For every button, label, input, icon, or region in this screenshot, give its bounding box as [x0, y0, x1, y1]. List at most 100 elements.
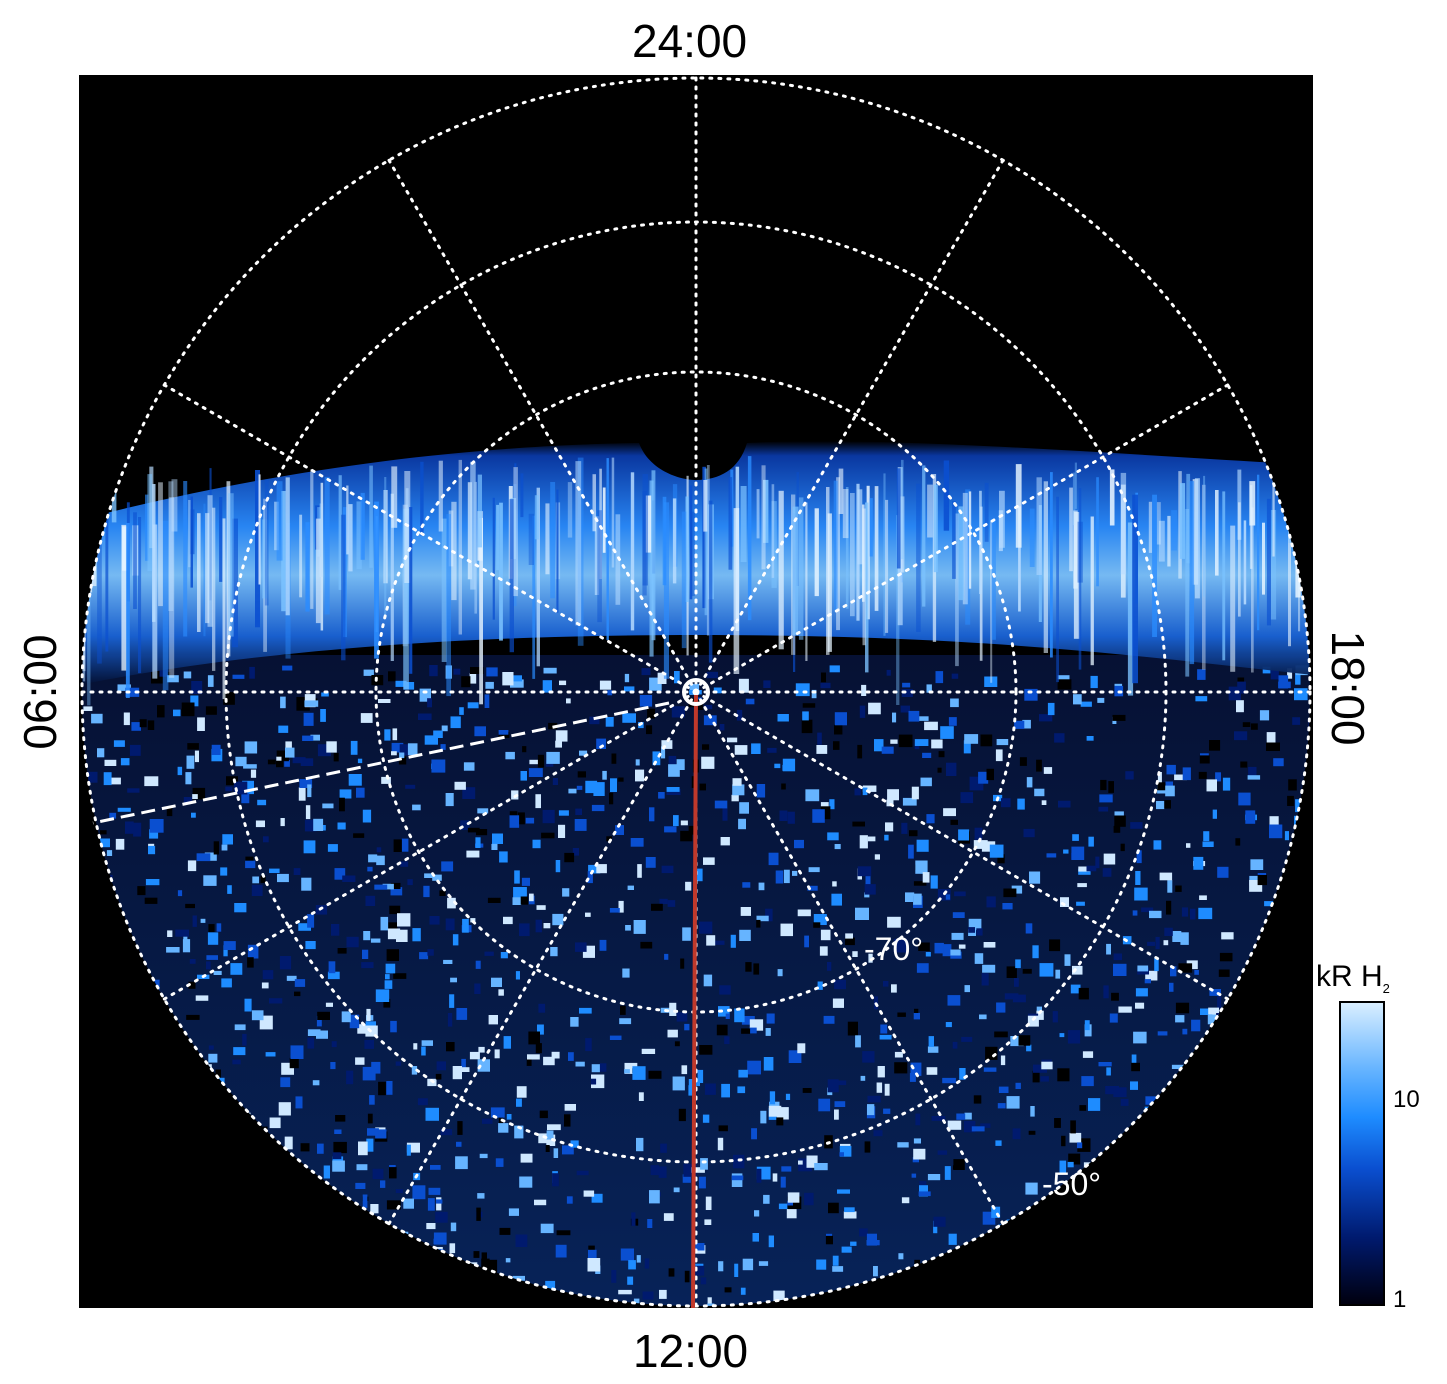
aurora-streak [536, 487, 540, 667]
noise-speck [440, 1129, 453, 1136]
noise-speck [986, 1287, 995, 1293]
noise-speck [1055, 969, 1061, 979]
noise-speck [867, 1095, 881, 1103]
aurora-streak [1096, 477, 1099, 587]
noise-speck [1032, 945, 1039, 959]
noise-speck [384, 980, 393, 989]
aurora-streak [212, 507, 216, 671]
noise-speck [1251, 1223, 1261, 1234]
aurora-streak [1029, 508, 1035, 567]
noise-speck [1305, 1022, 1310, 1029]
noise-speck [952, 912, 965, 918]
noise-speck [1098, 1062, 1112, 1067]
noise-speck [195, 1260, 207, 1272]
noise-speck [1234, 1105, 1240, 1120]
aurora-streak [315, 518, 321, 624]
aurora-streak [255, 470, 260, 628]
noise-speck [862, 787, 868, 796]
noise-speck [1088, 836, 1094, 847]
noise-speck [1205, 1182, 1212, 1196]
aurora-streak [833, 480, 838, 610]
noise-speck [293, 868, 301, 875]
noise-speck [699, 1045, 713, 1055]
noise-speck [1131, 1062, 1140, 1072]
noise-speck [981, 973, 989, 986]
noise-speck [241, 793, 250, 804]
noise-speck [625, 925, 631, 931]
noise-speck [372, 1168, 384, 1180]
noise-speck [912, 1157, 919, 1163]
aurora-streak [1238, 502, 1241, 617]
noise-speck [482, 1118, 493, 1124]
aurora-streak [356, 501, 362, 570]
noise-speck [1059, 1160, 1067, 1175]
noise-speck [1200, 1008, 1213, 1015]
aurora-streak [319, 503, 324, 577]
aurora-streak [219, 497, 223, 582]
noise-speck [802, 711, 809, 721]
noise-speck [543, 667, 557, 674]
aurora-streak [1036, 477, 1042, 575]
noise-speck [326, 1253, 335, 1266]
noise-speck [495, 1296, 500, 1306]
noise-speck [1057, 675, 1070, 684]
noise-speck [806, 1155, 818, 1168]
noise-speck [804, 1192, 814, 1206]
noise-speck [205, 706, 217, 715]
noise-speck [658, 1166, 667, 1178]
noise-speck [1076, 1278, 1088, 1289]
noise-speck [1167, 1127, 1173, 1135]
noise-speck [446, 1290, 456, 1297]
noise-speck [136, 1155, 146, 1163]
noise-speck [474, 726, 486, 737]
noise-speck [1130, 822, 1143, 829]
noise-speck [484, 694, 490, 708]
noise-speck [680, 820, 688, 826]
noise-speck [719, 985, 731, 995]
noise-speck [891, 984, 897, 993]
noise-speck [1264, 901, 1276, 907]
noise-speck [1097, 697, 1105, 703]
noise-speck [175, 929, 189, 937]
noise-speck [407, 879, 413, 886]
noise-speck [513, 887, 527, 900]
noise-speck [101, 1190, 113, 1202]
noise-speck [1278, 1187, 1287, 1202]
noise-speck [1069, 1266, 1076, 1280]
noise-speck [232, 674, 245, 679]
meridian-spoke [694, 158, 1005, 694]
noise-speck [676, 1012, 688, 1022]
noise-speck [718, 1261, 724, 1272]
noise-speck [913, 1148, 926, 1160]
aurora-streak [662, 496, 667, 586]
noise-speck [599, 680, 612, 690]
noise-speck [263, 1210, 271, 1222]
noise-speck [186, 755, 195, 769]
noise-speck [769, 1091, 776, 1105]
noise-speck [295, 1096, 303, 1109]
aurora-streak [514, 463, 517, 510]
noise-speck [1135, 988, 1148, 997]
noise-speck [839, 1152, 844, 1157]
noise-speck [1017, 798, 1025, 810]
noise-speck [668, 1268, 675, 1277]
noise-speck [902, 682, 911, 688]
noise-speck [1052, 1011, 1058, 1023]
noise-speck [327, 844, 338, 852]
hour-label-24: 24:00 [632, 15, 748, 67]
noise-speck [1238, 792, 1251, 806]
noise-speck [1015, 1082, 1021, 1089]
noise-speck [1313, 1166, 1314, 1171]
noise-speck [973, 840, 988, 849]
noise-speck [1132, 910, 1138, 916]
noise-speck [166, 807, 173, 817]
noise-speck [684, 1023, 690, 1031]
noise-speck [756, 1168, 762, 1183]
noise-speck [512, 897, 522, 905]
noise-speck [99, 1093, 104, 1102]
noise-speck [301, 1264, 309, 1270]
noise-speck [251, 1010, 264, 1021]
aurora-streak [1043, 481, 1048, 653]
noise-speck [763, 680, 771, 688]
noise-speck [141, 1210, 146, 1218]
